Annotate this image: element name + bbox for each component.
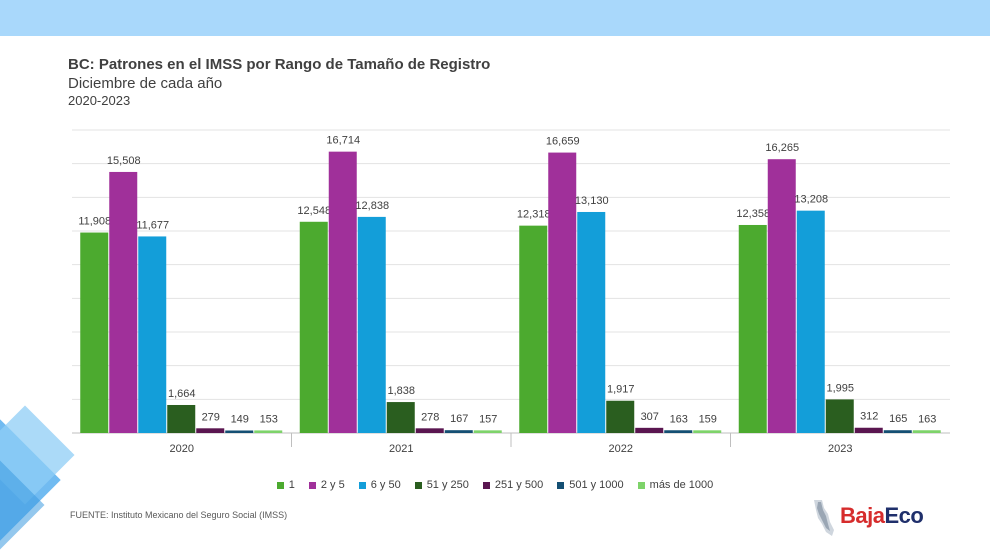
legend-swatch (276, 481, 284, 489)
data-label: 163 (670, 413, 688, 425)
bar (386, 402, 415, 433)
data-label: 11,677 (136, 219, 169, 231)
bajaeco-logo: BajaEco (810, 498, 950, 538)
bar (225, 430, 254, 433)
bar (357, 216, 386, 433)
legend-item: más de 1000 (637, 479, 714, 491)
data-label: 16,265 (765, 142, 799, 154)
chart-legend: 1 2 y 5 6 y 50 51 y 250 251 y 500 501 y 1000 m… (0, 479, 990, 491)
x-tick-label: 2020 (170, 443, 194, 455)
data-label: 1,995 (826, 382, 854, 394)
bar (167, 404, 196, 433)
data-label: 12,548 (297, 205, 331, 217)
logo-text-baja: Baja (840, 503, 885, 528)
data-label: 1,664 (168, 388, 196, 400)
data-label: 167 (450, 413, 468, 425)
chart-title: BC: Patrones en el IMSS por Rango de Tam… (68, 56, 491, 73)
legend-item: 6 y 50 (358, 479, 401, 491)
bar (196, 428, 225, 433)
x-tick-label: 2023 (828, 443, 852, 455)
x-tick-label: 2021 (389, 443, 413, 455)
bar (767, 159, 796, 434)
legend-swatch (308, 481, 316, 489)
bar (693, 430, 722, 433)
bar (444, 430, 473, 433)
source-note: FUENTE: Instituto Mexicano del Seguro So… (70, 510, 288, 520)
data-label: 278 (421, 411, 439, 423)
bar (328, 151, 357, 434)
legend-item: 1 (276, 479, 295, 491)
data-label: 307 (641, 411, 659, 423)
bar (912, 430, 941, 433)
legend-label: 6 y 50 (370, 479, 401, 491)
legend-swatch (358, 481, 366, 489)
chart-period: 2020-2023 (68, 93, 131, 108)
bar (635, 427, 664, 433)
legend-label: 51 y 250 (426, 479, 469, 491)
bar (415, 428, 444, 433)
bar-chart: 11,908 15,508 11,677 1,664 279 149 153 2020 12,5… (72, 129, 950, 455)
legend-swatch (482, 481, 490, 489)
data-label: 153 (260, 413, 278, 425)
bar (299, 221, 328, 433)
bar (883, 430, 912, 433)
data-label: 12,318 (517, 209, 551, 221)
legend-label: más de 1000 (649, 479, 714, 491)
bar (664, 430, 693, 433)
bar (796, 210, 825, 433)
bar (854, 427, 883, 433)
legend-label: 1 (288, 479, 295, 491)
data-label: 13,208 (794, 194, 828, 206)
legend-label: 251 y 500 (494, 479, 544, 491)
chart-subtitle: Diciembre de cada año (68, 75, 223, 92)
data-label: 312 (860, 411, 878, 423)
bar (473, 430, 502, 433)
bar (519, 225, 548, 433)
bar (825, 399, 854, 433)
data-label: 149 (231, 413, 249, 425)
data-label: 12,838 (355, 200, 389, 212)
data-label: 159 (699, 413, 717, 425)
data-label: 16,659 (546, 136, 580, 148)
legend-item: 2 y 5 (308, 479, 345, 491)
data-label: 13,130 (575, 195, 609, 207)
data-label: 16,714 (326, 135, 360, 147)
logo-text: BajaEco (840, 503, 924, 529)
data-label: 15,508 (107, 155, 141, 167)
data-label: 163 (918, 413, 936, 425)
bar (577, 211, 606, 433)
legend-item: 251 y 500 (482, 479, 544, 491)
logo-text-eco: Eco (884, 503, 924, 528)
legend-swatch (414, 481, 422, 489)
data-label: 11,908 (78, 216, 111, 228)
data-label: 157 (479, 413, 497, 425)
data-label: 12,358 (736, 208, 770, 220)
top-banner (0, 0, 990, 36)
legend-item: 51 y 250 (414, 479, 469, 491)
legend-swatch (637, 481, 645, 489)
bar (138, 236, 167, 433)
bar (606, 400, 635, 433)
bar (738, 224, 767, 433)
data-label: 165 (889, 413, 907, 425)
legend-swatch (557, 481, 565, 489)
data-label: 279 (202, 411, 220, 423)
legend-label: 501 y 1000 (569, 479, 624, 491)
data-label: 1,838 (387, 385, 415, 397)
legend-item: 501 y 1000 (557, 479, 624, 491)
bar (80, 232, 109, 433)
legend-label: 2 y 5 (320, 479, 345, 491)
baja-california-map-icon (814, 500, 834, 536)
x-tick-label: 2022 (609, 443, 633, 455)
bar (254, 430, 283, 433)
data-label: 1,917 (607, 384, 635, 396)
bar (109, 171, 138, 433)
bar (548, 152, 577, 434)
